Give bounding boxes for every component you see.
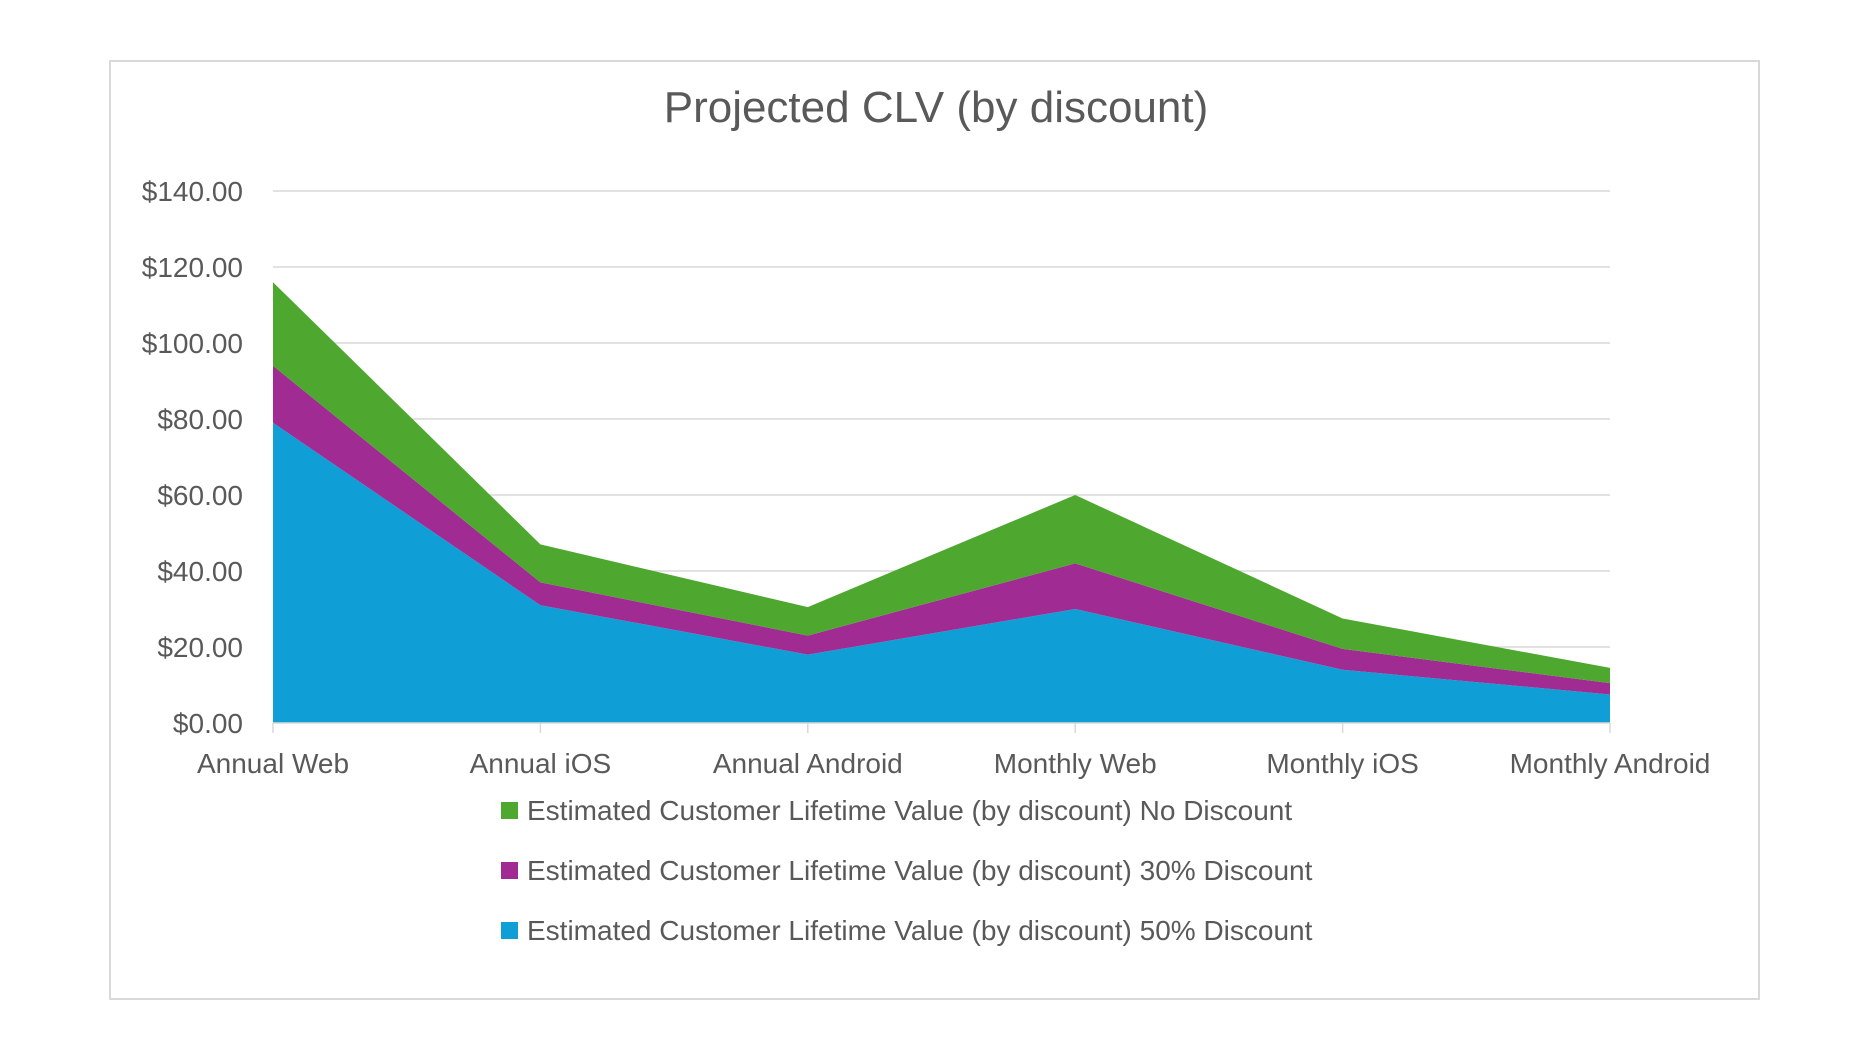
chart-frame: Projected CLV (by discount) $0.00 $20.00 $… (109, 60, 1760, 1000)
legend-item[interactable]: Estimated Customer Lifetime Value (by di… (501, 795, 1292, 826)
y-tick-label: $120.00 (142, 252, 243, 283)
y-tick-label: $20.00 (157, 632, 243, 663)
legend-swatch (501, 802, 518, 819)
x-tick-label: Monthly Android (1510, 748, 1711, 779)
x-tick-label: Monthly Web (994, 748, 1157, 779)
y-tick-label: $0.00 (173, 708, 243, 739)
y-tick-label: $60.00 (157, 480, 243, 511)
legend-item[interactable]: Estimated Customer Lifetime Value (by di… (501, 915, 1313, 946)
chart-svg: Projected CLV (by discount) $0.00$20.00$… (142, 83, 1711, 946)
area-series-group (273, 282, 1610, 723)
y-tick-label: $140.00 (142, 176, 243, 207)
x-tick-label: Monthly iOS (1266, 748, 1419, 779)
legend-label: Estimated Customer Lifetime Value (by di… (527, 795, 1292, 826)
area-series-50pct-discount[interactable] (273, 422, 1610, 723)
legend: Estimated Customer Lifetime Value (by di… (501, 795, 1313, 946)
legend-label: Estimated Customer Lifetime Value (by di… (527, 915, 1313, 946)
y-tick-label: $80.00 (157, 404, 243, 435)
legend-label: Estimated Customer Lifetime Value (by di… (527, 855, 1313, 886)
area-series-no-discount[interactable] (273, 282, 1610, 684)
y-tick-label: $100.00 (142, 328, 243, 359)
chart-title: Projected CLV (by discount) (664, 83, 1209, 132)
legend-item[interactable]: Estimated Customer Lifetime Value (by di… (501, 855, 1313, 886)
area-series-30pct-discount[interactable] (273, 365, 1610, 695)
x-tick-label: Annual Android (713, 748, 903, 779)
x-tick-label: Annual Web (197, 748, 349, 779)
x-tick-label: Annual iOS (470, 748, 612, 779)
legend-swatch (501, 922, 518, 939)
axes: $0.00 $20.00 $40.00 $60.00 $80.00 $100.00 $120… (142, 176, 1711, 779)
legend-swatch (501, 862, 518, 879)
y-tick-label: $40.00 (157, 556, 243, 587)
